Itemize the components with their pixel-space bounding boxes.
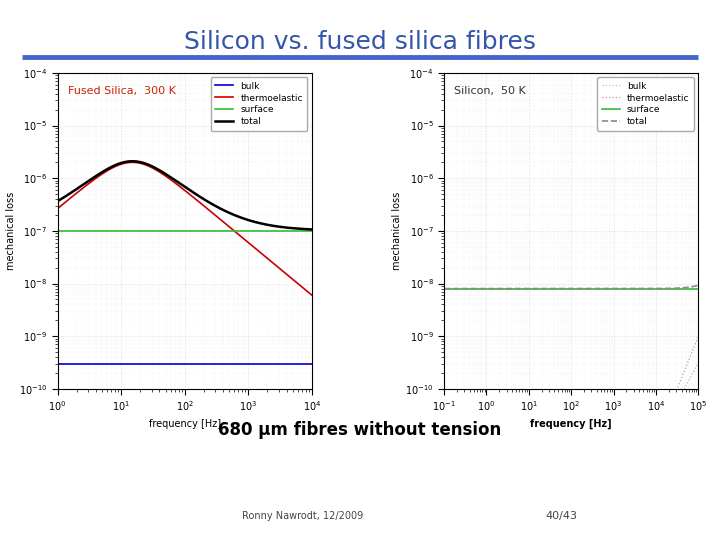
X-axis label: frequency [Hz]: frequency [Hz]: [149, 418, 221, 429]
Text: 40/43: 40/43: [546, 511, 577, 521]
Text: 680 μm fibres without tension: 680 μm fibres without tension: [218, 421, 502, 439]
X-axis label: frequency [Hz]: frequency [Hz]: [531, 418, 612, 429]
Legend: bulk, thermoelastic, surface, total: bulk, thermoelastic, surface, total: [597, 77, 694, 131]
Text: Fused Silica,  300 K: Fused Silica, 300 K: [68, 85, 176, 96]
Text: Silicon,  50 K: Silicon, 50 K: [454, 85, 526, 96]
Text: Silicon vs. fused silica fibres: Silicon vs. fused silica fibres: [184, 30, 536, 53]
Y-axis label: mechanical loss: mechanical loss: [392, 192, 402, 270]
Y-axis label: mechanical loss: mechanical loss: [6, 192, 16, 270]
Text: Ronny Nawrodt, 12/2009: Ronny Nawrodt, 12/2009: [242, 511, 363, 521]
Legend: bulk, thermoelastic, surface, total: bulk, thermoelastic, surface, total: [210, 77, 307, 131]
